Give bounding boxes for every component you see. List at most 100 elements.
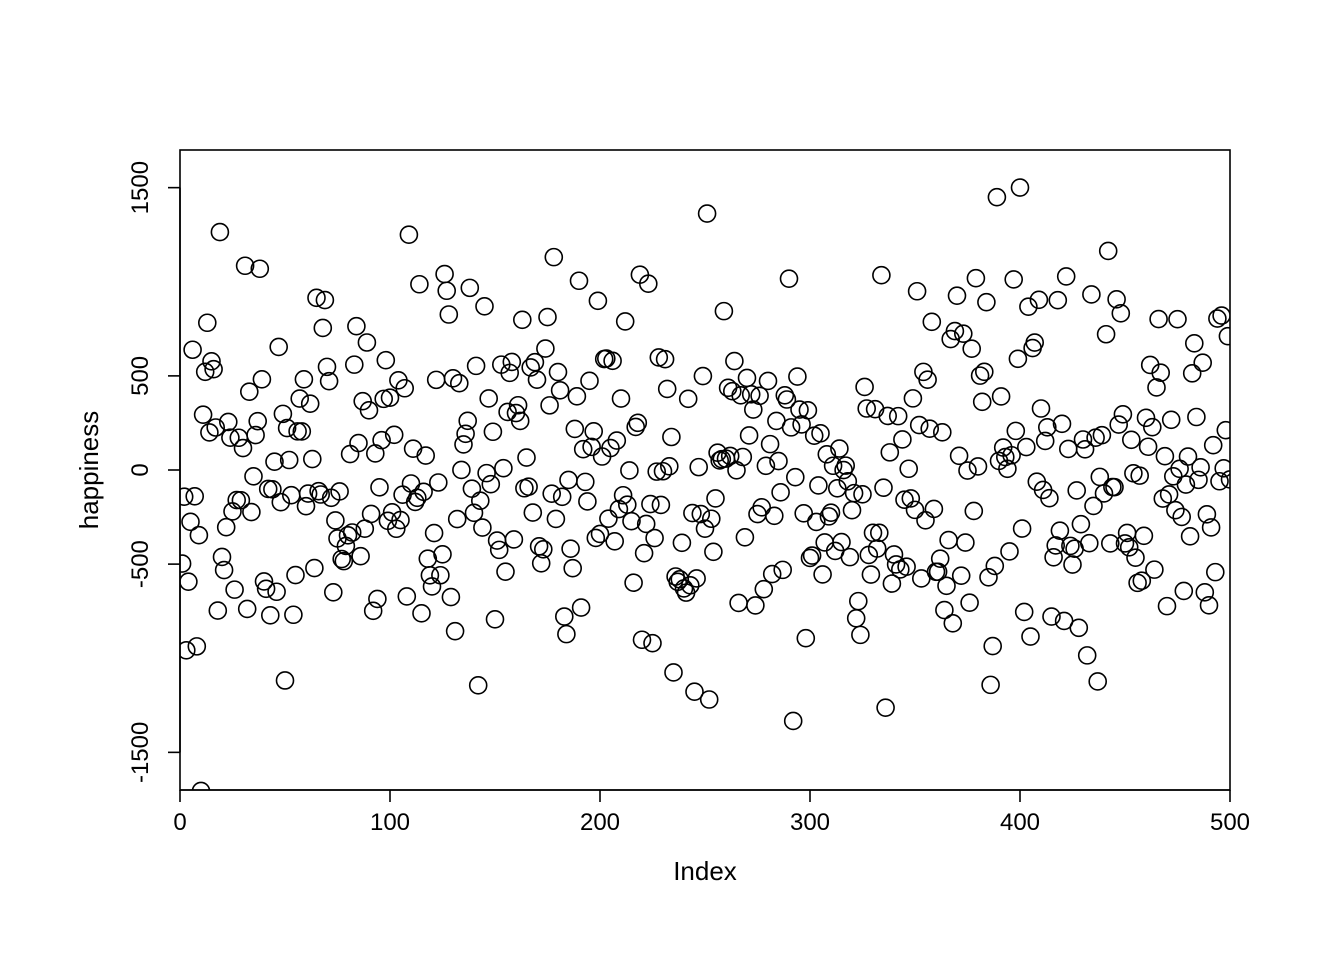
data-point [1022,628,1039,645]
data-point [371,479,388,496]
data-point [967,270,984,287]
data-point [938,577,955,594]
data-point [1213,307,1230,324]
data-point [587,529,604,546]
data-point [426,525,443,542]
data-point [377,352,394,369]
data-point [1161,486,1178,503]
data-point [480,390,497,407]
data-point [470,677,487,694]
data-point [211,224,228,241]
data-point [974,393,991,410]
scatter-chart: 0100200300400500Index-1500-50005001500ha… [0,0,1344,960]
data-point [325,584,342,601]
data-point [1058,268,1075,285]
data-point [1110,416,1127,433]
data-point [400,226,417,243]
data-point [327,512,344,529]
data-point [547,510,564,527]
data-point [764,566,781,583]
data-point [741,427,758,444]
data-point [694,368,711,385]
data-point [613,390,630,407]
data-point [697,520,714,537]
x-tick-label: 100 [370,809,410,836]
data-point [1081,535,1098,552]
data-point [873,267,890,284]
data-point [909,283,926,300]
data-point [1072,516,1089,533]
data-point [1026,334,1043,351]
data-point [421,567,438,584]
data-point [766,507,783,524]
data-point [573,599,590,616]
x-tick-label: 300 [790,809,830,836]
data-point [1014,520,1031,537]
data-point [491,541,508,558]
data-point [438,282,455,299]
data-point [644,635,661,652]
data-point [243,504,260,521]
data-point [984,638,1001,655]
data-point [970,458,987,475]
data-point [1138,409,1155,426]
data-point [600,510,617,527]
data-point [188,638,205,655]
data-point [514,311,531,328]
data-point [972,367,989,384]
data-point [428,371,445,388]
data-point [1005,271,1022,288]
data-point [890,408,907,425]
data-point [1146,561,1163,578]
data-point [652,496,669,513]
data-point [636,545,653,562]
data-point [184,341,201,358]
data-point [541,397,558,414]
data-point [344,524,361,541]
data-point [430,474,447,491]
data-point [199,314,216,331]
data-point [1188,408,1205,425]
data-point [976,363,993,380]
data-point [881,444,898,461]
data-point [476,298,493,315]
data-point [295,371,312,388]
data-point [239,600,256,617]
data-point [497,563,514,580]
data-point [314,319,331,336]
data-point [785,712,802,729]
data-point [875,479,892,496]
data-point [734,449,751,466]
data-point [566,420,583,437]
data-point [285,606,302,623]
data-point [879,407,896,424]
data-point [982,676,999,693]
data-point [453,461,470,478]
data-point [1083,286,1100,303]
data-point [518,449,535,466]
data-point [940,532,957,549]
data-point [232,492,249,509]
data-point [1070,619,1087,636]
data-point [503,353,520,370]
data-point [701,691,718,708]
data-point [736,529,753,546]
data-point [1007,422,1024,439]
data-point [449,511,466,528]
data-point [1163,411,1180,428]
data-point [226,581,243,598]
data-point [715,303,732,320]
data-point [577,473,594,490]
data-point [789,368,806,385]
data-point [699,205,716,222]
data-point [484,423,501,440]
data-point [461,279,478,296]
data-point [1012,179,1029,196]
data-point [993,388,1010,405]
data-point [224,503,241,520]
data-point [936,602,953,619]
data-point [302,395,319,412]
data-point [608,432,625,449]
data-point [949,287,966,304]
data-point [856,378,873,395]
